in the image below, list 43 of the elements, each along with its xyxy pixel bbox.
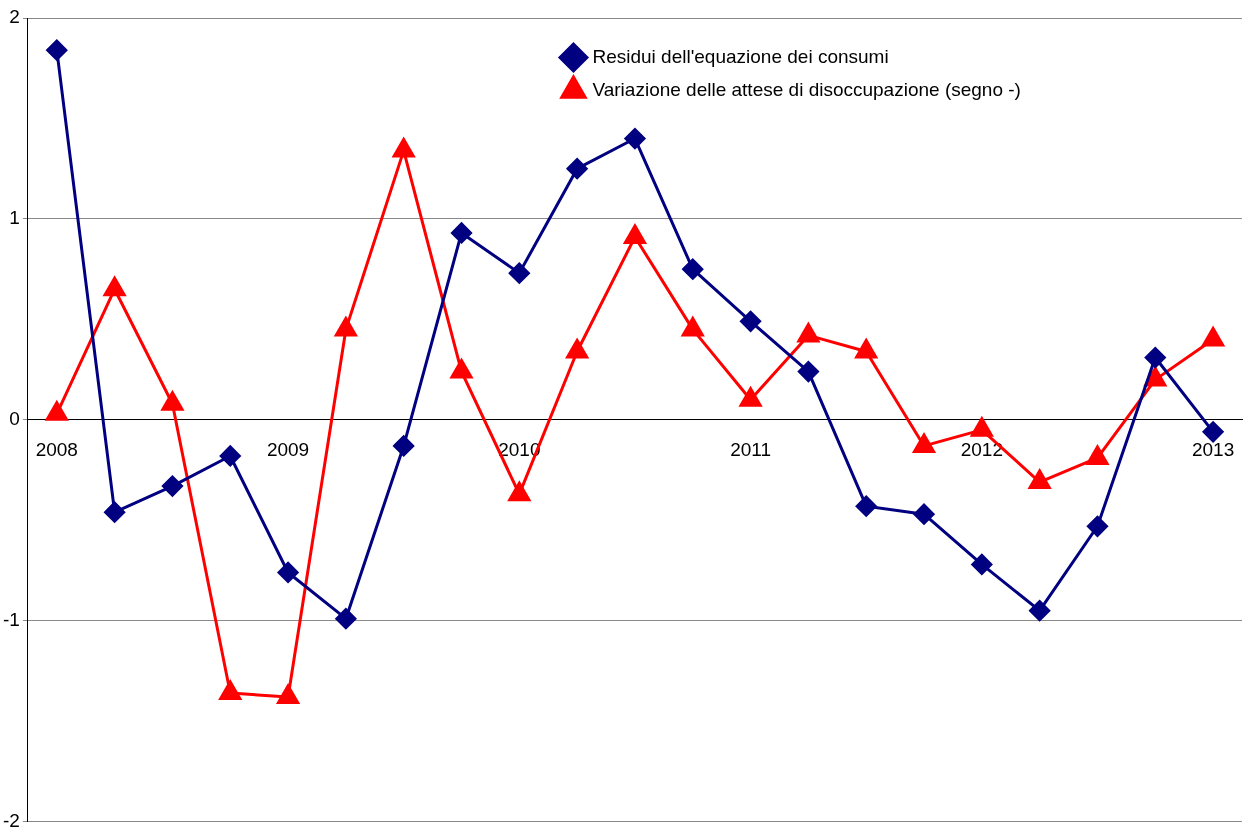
point bbox=[913, 503, 935, 525]
point bbox=[393, 435, 415, 457]
point bbox=[161, 475, 183, 497]
point bbox=[1086, 515, 1108, 537]
point bbox=[45, 401, 68, 421]
point bbox=[1086, 445, 1109, 465]
point bbox=[1144, 367, 1167, 387]
point bbox=[681, 316, 704, 337]
x-tick-label: 2009 bbox=[266, 439, 310, 461]
point bbox=[1028, 469, 1051, 490]
point bbox=[103, 276, 126, 297]
y-tick-label: -2 bbox=[2, 809, 20, 831]
point bbox=[1202, 421, 1224, 443]
point bbox=[104, 501, 126, 523]
y-tick-label: 2 bbox=[9, 6, 20, 28]
point bbox=[1029, 600, 1051, 622]
point bbox=[797, 322, 820, 343]
y-tick-label: -1 bbox=[2, 608, 20, 630]
point bbox=[277, 561, 299, 583]
point bbox=[335, 608, 357, 630]
point bbox=[334, 316, 357, 337]
point bbox=[508, 481, 531, 502]
point bbox=[971, 553, 993, 575]
point bbox=[912, 433, 936, 453]
point bbox=[970, 417, 993, 437]
legend-label: Residui dell'equazione dei consumi bbox=[592, 45, 889, 67]
point bbox=[739, 387, 762, 407]
point bbox=[450, 359, 473, 379]
point bbox=[161, 391, 184, 411]
x-tick-label: 2011 bbox=[730, 439, 772, 461]
point bbox=[392, 138, 415, 158]
y-tick-label: 0 bbox=[9, 408, 20, 430]
point bbox=[623, 224, 646, 244]
point bbox=[219, 445, 241, 467]
x-tick-label: 2013 bbox=[1191, 439, 1235, 461]
point bbox=[566, 338, 589, 359]
point bbox=[855, 338, 878, 359]
legend-label: Variazione delle attese di disoccupazione (segno -) bbox=[592, 78, 1021, 100]
x-tick-label: 2008 bbox=[35, 439, 78, 461]
x-tick-label: 2012 bbox=[960, 439, 1003, 461]
y-tick-label: 1 bbox=[9, 207, 20, 229]
point bbox=[1202, 326, 1225, 347]
point bbox=[855, 495, 877, 517]
